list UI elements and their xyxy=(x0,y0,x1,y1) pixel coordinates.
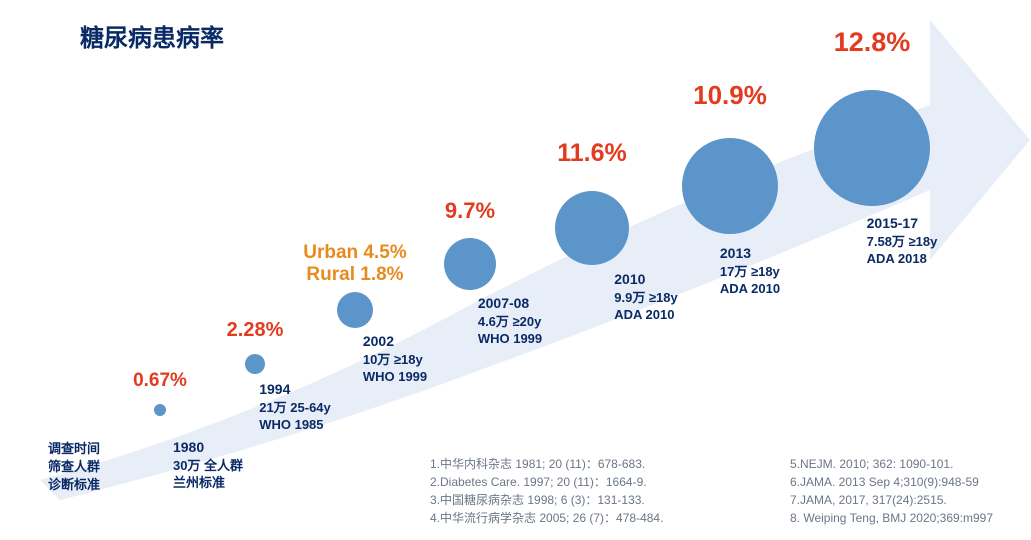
data-bubble xyxy=(814,90,930,206)
study-info: 201317万 ≥18yADA 2010 xyxy=(720,244,780,298)
study-info: 198030万 全人群兰州标准 xyxy=(173,438,243,492)
data-bubble xyxy=(682,138,778,234)
data-bubble xyxy=(337,292,373,328)
data-bubble xyxy=(245,354,265,374)
reference-line: 5.NEJM. 2010; 362: 1090-101. xyxy=(790,455,993,473)
reference-line: 7.JAMA, 2017, 317(24):2515. xyxy=(790,491,993,509)
percentage-label: 10.9% xyxy=(693,80,767,111)
study-info: 20109.9万 ≥18yADA 2010 xyxy=(614,270,678,324)
study-info: 199421万 25-64yWHO 1985 xyxy=(259,380,331,434)
study-info: 2015-177.58万 ≥18yADA 2018 xyxy=(867,214,938,268)
reference-line: 4.中华流行病学杂志 2005; 26 (7)：478-484. xyxy=(430,509,663,527)
legend-line: 调查时间 xyxy=(48,440,100,458)
study-info: 200210万 ≥18yWHO 1999 xyxy=(363,332,427,386)
data-bubble xyxy=(444,238,496,290)
reference-line: 1.中华内科杂志 1981; 20 (11)：678-683. xyxy=(430,455,663,473)
percentage-label: 9.7% xyxy=(445,198,495,224)
study-info: 2007-084.6万 ≥20yWHO 1999 xyxy=(478,294,542,348)
legend-block: 调查时间 筛查人群 诊断标准 xyxy=(48,440,100,495)
references-column-1: 1.中华内科杂志 1981; 20 (11)：678-683.2.Diabete… xyxy=(430,455,663,527)
percentage-label: 0.67% xyxy=(133,370,187,392)
reference-line: 8. Weiping Teng, BMJ 2020;369:m997 xyxy=(790,509,993,527)
percentage-label: 2.28% xyxy=(227,319,284,342)
percentage-label: Urban 4.5%Rural 1.8% xyxy=(303,242,406,286)
percentage-label: 12.8% xyxy=(834,27,911,58)
reference-line: 6.JAMA. 2013 Sep 4;310(9):948-59 xyxy=(790,473,993,491)
data-bubble xyxy=(154,404,166,416)
references-column-2: 5.NEJM. 2010; 362: 1090-101.6.JAMA. 2013… xyxy=(790,455,993,527)
legend-line: 诊断标准 xyxy=(48,476,100,494)
legend-line: 筛查人群 xyxy=(48,458,100,476)
chart-title: 糖尿病患病率 xyxy=(80,18,224,53)
percentage-label: 11.6% xyxy=(557,139,627,168)
reference-line: 3.中国糖尿病杂志 1998; 6 (3)：131-133. xyxy=(430,491,663,509)
reference-line: 2.Diabetes Care. 1997; 20 (11)：1664-9. xyxy=(430,473,663,491)
data-bubble xyxy=(555,191,629,265)
